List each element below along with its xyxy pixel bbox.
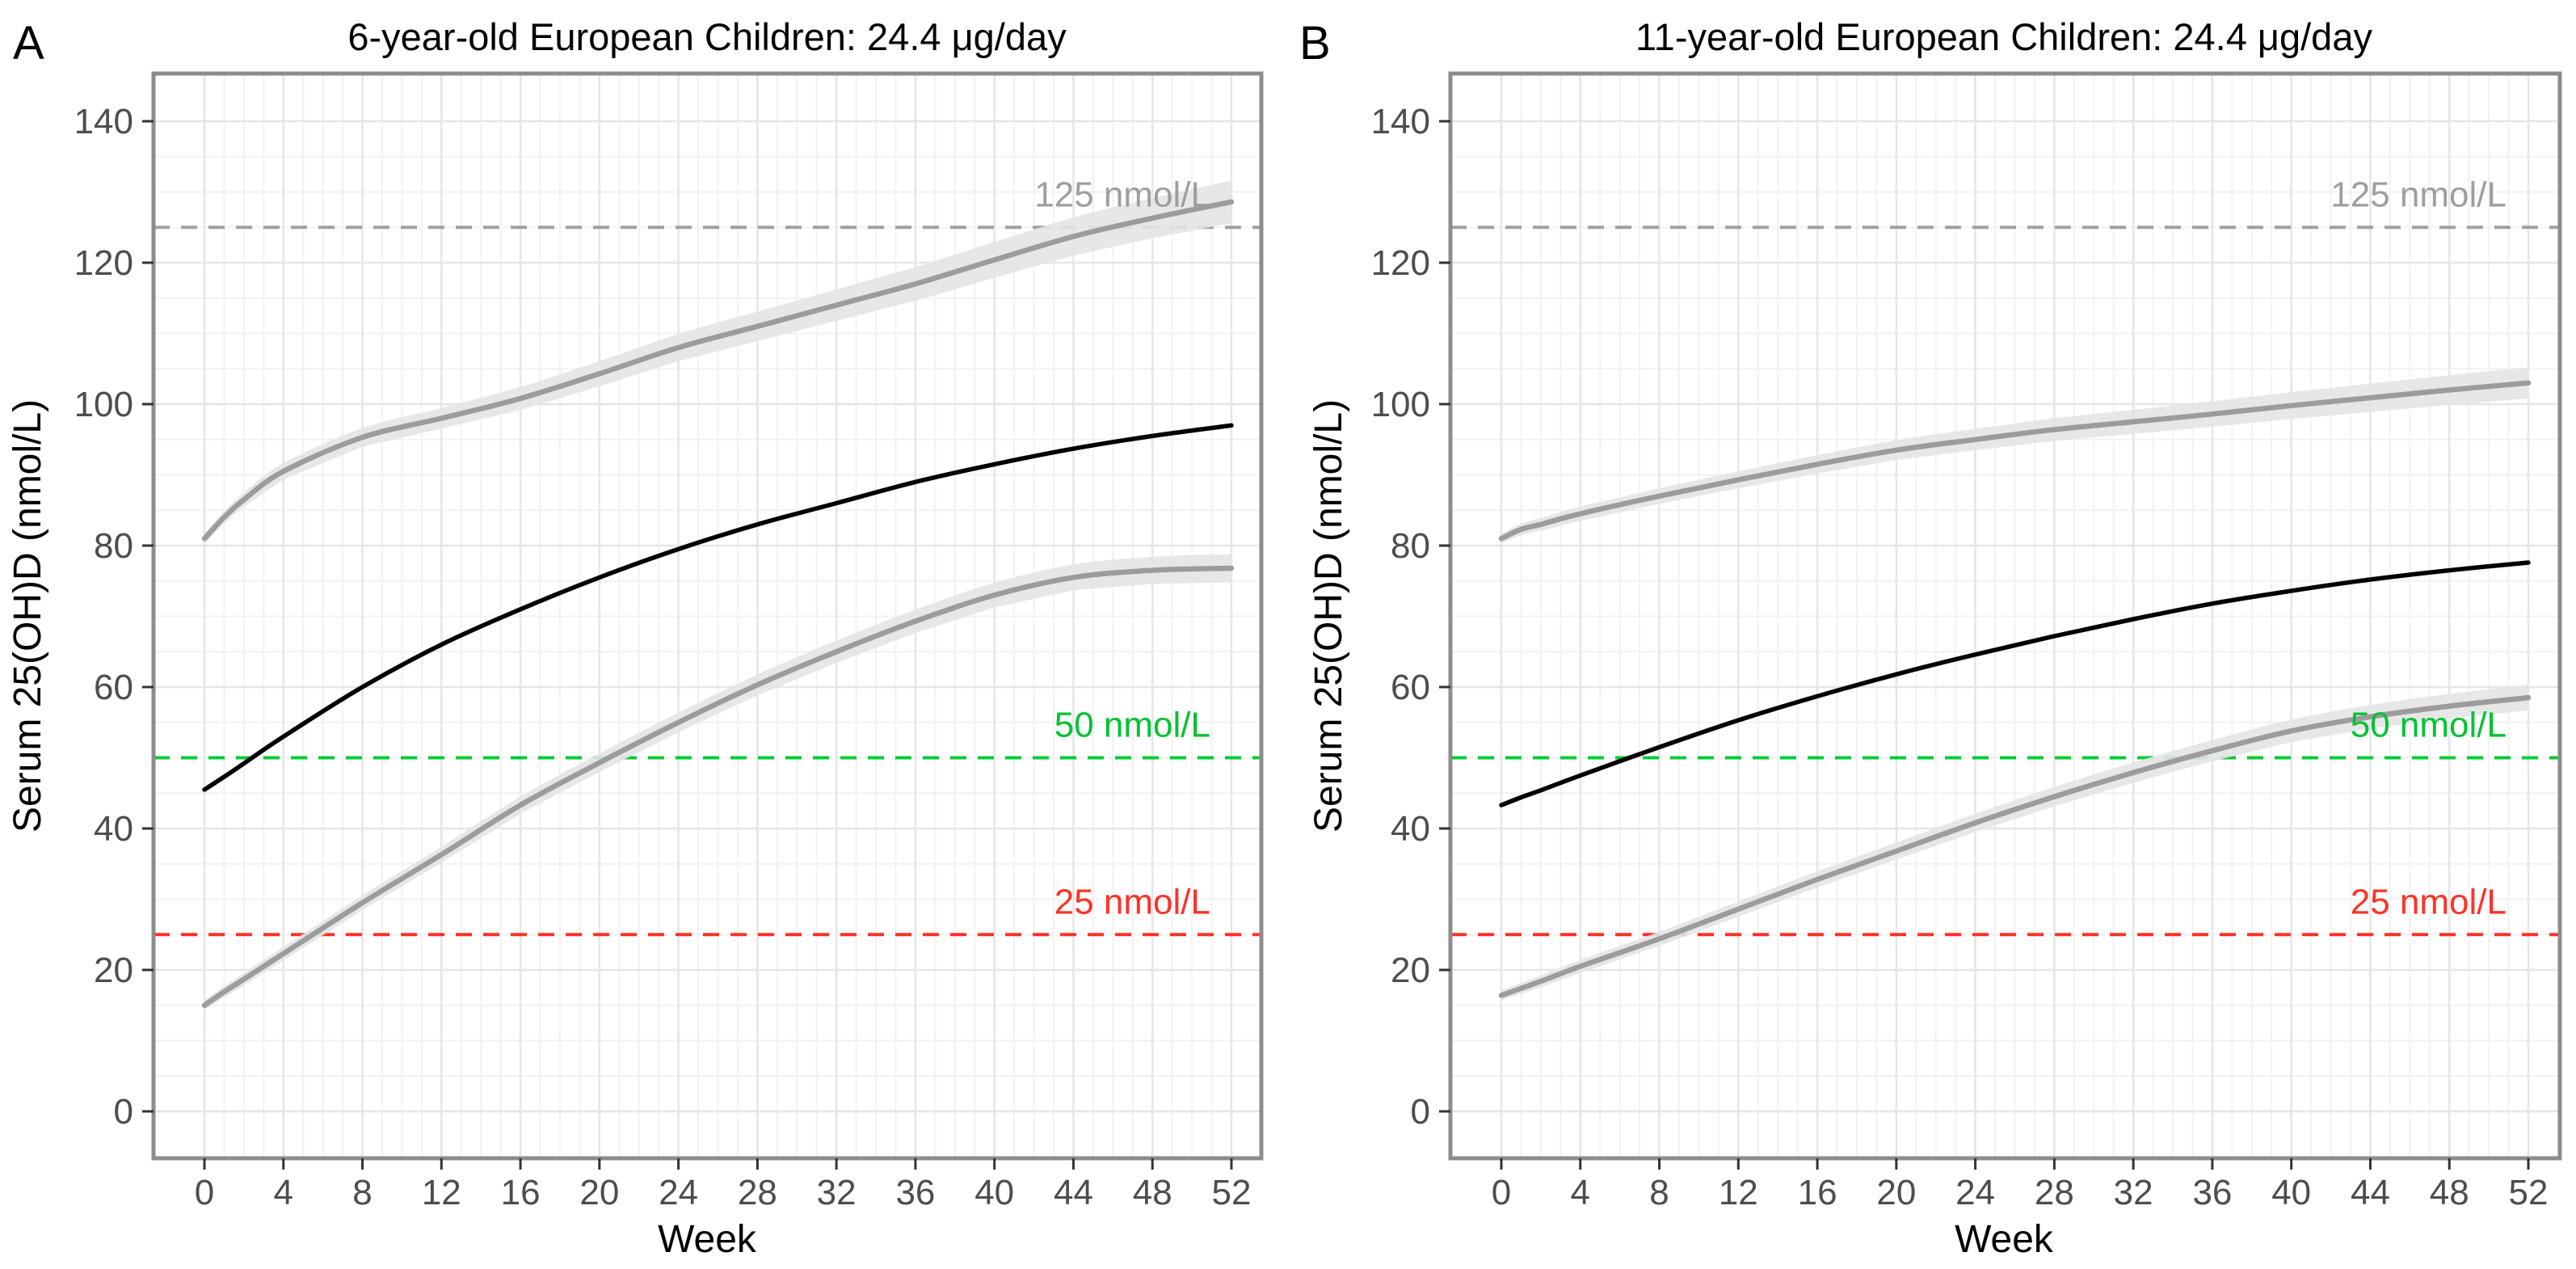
x-tick-label: 40 xyxy=(2271,1173,2311,1212)
y-tick-label: 20 xyxy=(94,951,133,990)
x-tick-label: 12 xyxy=(422,1173,461,1212)
y-tick-label: 40 xyxy=(94,809,133,849)
x-tick-label: 40 xyxy=(974,1173,1014,1212)
y-tick-label: 80 xyxy=(94,526,133,566)
x-tick-label: 28 xyxy=(2035,1173,2074,1212)
panel-b-title: 11-year-old European Children: 24.4 μg/d… xyxy=(1635,15,2372,58)
x-tick-label: 44 xyxy=(2351,1173,2390,1212)
ref-line-label-50: 50 nmol/L xyxy=(2351,706,2507,745)
series-middle-black-curve xyxy=(1499,560,2531,807)
panel-border xyxy=(1448,71,2562,1161)
y-tick-label: 120 xyxy=(1371,243,1430,283)
x-tick-label: 24 xyxy=(659,1173,698,1212)
panel-b: 0 4 8 12 16 20 24 28 32 36 40 44 48 52020406080100120… xyxy=(1371,71,2562,1212)
x-tick-label: 16 xyxy=(501,1173,541,1212)
ref-line-label-25: 25 nmol/L xyxy=(2351,882,2507,921)
x-tick-label: 0 xyxy=(1492,1173,1511,1212)
x-axis-label-a: Week xyxy=(658,1218,757,1261)
x-tick-label: 48 xyxy=(2430,1173,2469,1212)
confidence-band-upper-gray-curve xyxy=(1501,367,2528,544)
y-tick-label: 80 xyxy=(1391,526,1430,566)
x-tick-label: 4 xyxy=(274,1173,293,1212)
panel-a-title: 6-year-old European Children: 24.4 μg/da… xyxy=(347,15,1067,58)
series-lower-gray-curve xyxy=(201,565,1235,1009)
x-tick-label: 16 xyxy=(1798,1173,1837,1212)
y-tick-label: 100 xyxy=(74,385,133,424)
series-middle-black-curve xyxy=(202,423,1234,792)
y-tick-label: 60 xyxy=(1391,668,1430,707)
y-tick-label: 140 xyxy=(1371,102,1430,141)
grid xyxy=(154,74,1261,1158)
y-tick-label: 40 xyxy=(1391,809,1430,849)
ref-line-label-25: 25 nmol/L xyxy=(1054,882,1210,921)
x-tick-label: 52 xyxy=(1212,1173,1252,1212)
x-tick-label: 32 xyxy=(2114,1173,2153,1212)
series-lower-gray-curve xyxy=(1498,694,2532,998)
x-tick-label: 20 xyxy=(1876,1173,1916,1212)
x-tick-label: 12 xyxy=(1719,1173,1758,1212)
panel-a: 0 4 8 12 16 20 24 28 32 36 40 44 48 52020406080100120… xyxy=(74,71,1264,1212)
panel-letter-b: B xyxy=(1299,17,1331,70)
x-tick-label: 20 xyxy=(579,1173,619,1212)
ref-line-label-50: 50 nmol/L xyxy=(1054,706,1210,745)
x-tick-label: 24 xyxy=(1955,1173,1995,1212)
x-tick-label: 8 xyxy=(1649,1173,1669,1212)
y-tick-label: 20 xyxy=(1391,951,1430,990)
panel-border xyxy=(151,71,1264,1161)
y-tick-label: 0 xyxy=(114,1092,133,1132)
y-tick-label: 0 xyxy=(1411,1092,1430,1132)
y-axis-label-b: Serum 25(OH)D (nmol/L) xyxy=(1307,399,1350,833)
confidence-band-lower-gray-curve xyxy=(1501,685,2528,1001)
ref-line-label-125: 125 nmol/L xyxy=(2330,175,2507,214)
y-axis-label-a: Serum 25(OH)D (nmol/L) xyxy=(6,399,49,833)
x-tick-label: 48 xyxy=(1133,1173,1172,1212)
y-tick-label: 140 xyxy=(74,102,133,141)
x-tick-label: 44 xyxy=(1054,1173,1093,1212)
y-tick-label: 100 xyxy=(1371,385,1430,424)
x-tick-label: 36 xyxy=(895,1173,935,1212)
x-tick-label: 32 xyxy=(817,1173,857,1212)
ref-line-label-125: 125 nmol/L xyxy=(1034,175,1210,214)
x-tick-label: 36 xyxy=(2192,1173,2232,1212)
x-tick-label: 28 xyxy=(738,1173,777,1212)
series-upper-gray-curve xyxy=(201,199,1235,542)
x-tick-label: 8 xyxy=(352,1173,372,1212)
x-tick-label: 0 xyxy=(195,1173,214,1212)
series-upper-gray-curve xyxy=(1498,380,2532,542)
panel-letter-a: A xyxy=(13,17,44,70)
x-tick-label: 52 xyxy=(2509,1173,2549,1212)
confidence-band-upper-gray-curve xyxy=(204,180,1231,544)
x-axis-label-b: Week xyxy=(1955,1218,2054,1261)
y-tick-label: 60 xyxy=(94,668,133,707)
y-tick-label: 120 xyxy=(74,243,133,283)
x-tick-label: 4 xyxy=(1571,1173,1590,1212)
